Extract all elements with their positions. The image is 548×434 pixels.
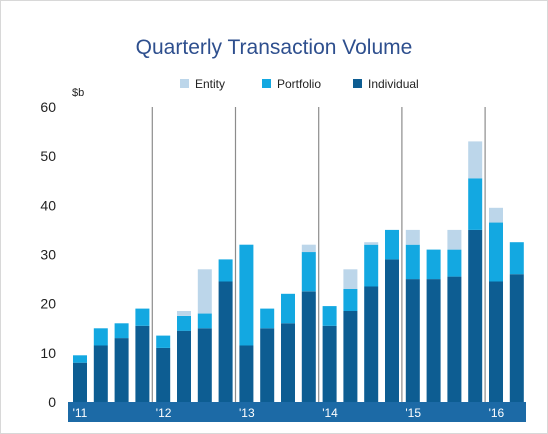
bar-individual xyxy=(93,345,108,402)
bar-portfolio xyxy=(447,249,462,277)
x-tick-label: '16 xyxy=(489,406,505,420)
legend-swatch xyxy=(180,79,189,88)
bar-portfolio xyxy=(114,323,129,339)
legend-swatch xyxy=(353,79,362,88)
bar-entity xyxy=(177,311,191,316)
x-tick-label: '11 xyxy=(73,406,88,420)
bar-portfolio xyxy=(135,308,150,326)
bar-individual xyxy=(156,347,171,402)
bar-portfolio xyxy=(239,244,254,346)
bar-individual xyxy=(364,286,379,402)
bar-portfolio xyxy=(364,244,379,287)
bar-entity xyxy=(489,207,503,223)
bars xyxy=(73,141,524,403)
bar-individual xyxy=(135,325,150,402)
bar-portfolio xyxy=(156,335,171,348)
bar-individual xyxy=(509,274,524,402)
bar-individual xyxy=(281,323,295,402)
bar-individual xyxy=(114,338,129,402)
bar-individual xyxy=(73,362,87,402)
legend-item-individual: Individual xyxy=(353,77,419,91)
bar-entity xyxy=(301,244,316,253)
bar-portfolio xyxy=(197,313,212,329)
bar-individual xyxy=(177,330,191,402)
bar-individual xyxy=(218,281,233,402)
bar-portfolio xyxy=(405,244,420,280)
bar-portfolio xyxy=(489,222,503,282)
bar-entity xyxy=(468,141,483,179)
legend-item-entity: Entity xyxy=(180,77,225,91)
bar-portfolio xyxy=(426,249,441,280)
bar-individual xyxy=(301,291,316,402)
y-tick-label: 30 xyxy=(40,247,56,263)
x-tick-label: '13 xyxy=(239,406,255,420)
bar-entity xyxy=(405,229,420,245)
bar-portfolio xyxy=(468,178,483,230)
x-axis-band xyxy=(68,402,526,422)
legend-label: Individual xyxy=(368,77,419,91)
bar-portfolio xyxy=(343,288,358,311)
bar-individual xyxy=(468,229,483,402)
bar-portfolio xyxy=(93,328,108,346)
bar-entity xyxy=(343,269,358,289)
bar-individual xyxy=(260,328,275,403)
x-axis: '11 '12 '13 '14 '15 '16 xyxy=(73,406,505,420)
bar-portfolio xyxy=(73,355,87,363)
bar-portfolio xyxy=(322,306,337,326)
chart-title: Quarterly Transaction Volume xyxy=(135,36,413,59)
y-tick-label: 10 xyxy=(40,345,56,361)
legend: Entity Portfolio Individual xyxy=(180,77,419,91)
bar-individual xyxy=(405,279,420,402)
bar-individual xyxy=(489,281,503,402)
y-tick-label: 20 xyxy=(40,296,56,312)
bar-portfolio xyxy=(385,229,399,260)
bar-individual xyxy=(426,279,441,402)
bar-individual xyxy=(447,276,462,402)
bar-portfolio xyxy=(281,293,295,324)
bar-individual xyxy=(197,328,212,403)
y-tick-label: 40 xyxy=(40,197,56,213)
bar-entity xyxy=(197,269,212,314)
y-axis: 0 10 20 30 40 50 60 xyxy=(40,99,56,410)
legend-label: Portfolio xyxy=(277,77,321,91)
x-tick-label: '15 xyxy=(405,406,421,420)
bar-portfolio xyxy=(177,316,191,331)
x-tick-label: '12 xyxy=(156,406,172,420)
legend-label: Entity xyxy=(195,77,225,91)
y-tick-label: 60 xyxy=(40,99,56,115)
x-tick-label: '14 xyxy=(322,406,338,420)
bar-portfolio xyxy=(260,308,275,329)
bar-individual xyxy=(239,345,254,402)
y-unit-label: $b xyxy=(72,87,84,99)
bar-entity xyxy=(447,229,462,250)
bar-portfolio xyxy=(218,259,233,282)
bar-entity xyxy=(364,242,379,245)
bar-portfolio xyxy=(509,242,524,275)
legend-item-portfolio: Portfolio xyxy=(262,77,321,91)
bar-individual xyxy=(343,311,358,402)
y-tick-label: 0 xyxy=(48,394,56,410)
legend-swatch xyxy=(262,79,271,88)
bar-individual xyxy=(322,325,337,402)
bar-portfolio xyxy=(301,252,316,292)
y-tick-label: 50 xyxy=(40,148,56,164)
bar-individual xyxy=(385,259,399,402)
year-dividers xyxy=(151,107,486,412)
